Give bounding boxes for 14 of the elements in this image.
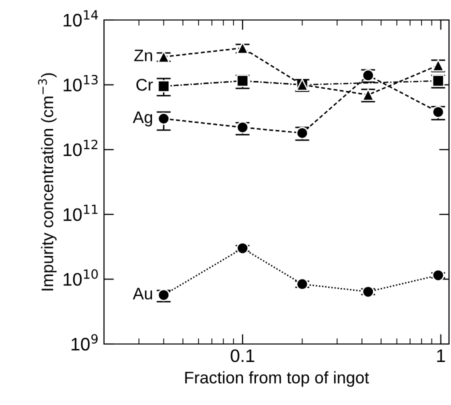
x-tick-label: 0.1	[230, 349, 254, 362]
y-axis-title: Impurity concentration (cm$^{−3}$)	[38, 73, 57, 290]
series-label: Ag	[132, 112, 152, 126]
y-tick-label: 10$^{14}$	[64, 10, 98, 27]
y-tick-label: 10$^{13}$	[64, 74, 98, 92]
series-label: Zn	[134, 50, 152, 62]
x-tick-label: 1	[437, 350, 445, 362]
series-label: Cr	[136, 78, 153, 91]
y-tick-label: 10$^{12}$	[64, 140, 98, 156]
x-axis-title: Fraction from top of ingot	[185, 371, 370, 387]
y-tick-label: 10$^{11}$	[64, 204, 98, 221]
series-label: Au	[132, 288, 152, 300]
y-tick-label: 10$^{10}$	[64, 269, 98, 286]
y-tick-label: 10$^{9}$	[72, 334, 98, 351]
